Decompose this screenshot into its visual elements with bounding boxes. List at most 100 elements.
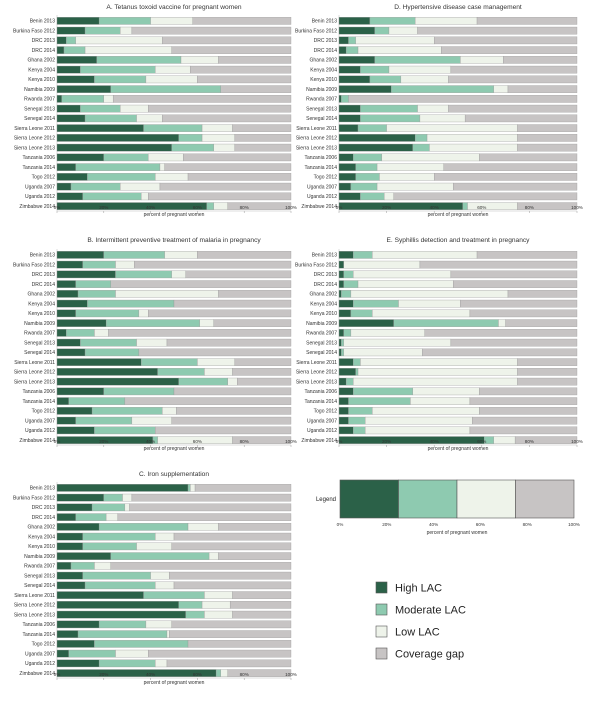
bar-segment-gap	[171, 542, 292, 551]
bar-segment-moderate	[355, 368, 359, 376]
bar-segment-gap	[517, 124, 578, 132]
x-tick-label: 40%	[146, 205, 155, 210]
legend-chart-label: Legend	[316, 497, 336, 503]
bar-segment-moderate	[94, 75, 147, 84]
bar-segment-low	[120, 104, 149, 113]
x-tick-label: 100%	[571, 205, 583, 210]
category-label: Kenya 2004	[28, 534, 55, 540]
bar-segment-moderate	[187, 484, 191, 492]
panel-c-iron: C. Iron supplementation Benin 2013 Burkina…	[13, 471, 297, 686]
bar-segment-moderate	[350, 182, 378, 191]
category-label: Uganda 2007	[307, 418, 337, 424]
category-label: Sierra Leone 2012	[14, 136, 55, 142]
category-label: Senegal 2013	[24, 340, 55, 346]
bar-segment-gap	[234, 134, 292, 142]
bar-segment-high	[56, 552, 111, 560]
category-label: Tanzania 2006	[304, 389, 337, 395]
category-label: Namibia 2009	[306, 87, 337, 93]
category-label: Kenya 2010	[28, 311, 55, 317]
bar-segment-moderate	[341, 95, 349, 103]
bar-segment-gap	[417, 26, 578, 35]
category-label: Tanzania 2006	[22, 155, 55, 161]
bar-segment-low	[493, 436, 516, 444]
bar-segment-low	[467, 202, 518, 210]
bar-segment-high	[56, 46, 65, 54]
bar-segment-moderate	[68, 397, 126, 405]
bar-segment-low	[115, 260, 135, 269]
bar-segment-low	[201, 124, 233, 132]
panel-b-malaria-xlabel: percent of pregnant women	[144, 446, 205, 452]
bar-segment-gap	[232, 436, 292, 444]
bar-segment-high	[338, 338, 342, 347]
bar-segment-moderate	[103, 387, 175, 396]
category-label: Rwanda 2007	[24, 564, 55, 570]
category-label: Tanzania 2006	[304, 155, 337, 161]
bar-segment-high	[56, 484, 189, 492]
bar-segment-low	[187, 523, 219, 531]
bar-segment-gap	[192, 17, 292, 25]
bar-segment-moderate	[94, 640, 189, 648]
bar-segment-high	[338, 153, 354, 162]
category-label: Uganda 2012	[25, 194, 55, 200]
bar-segment-moderate	[353, 153, 383, 162]
bar-segment-moderate	[412, 143, 430, 152]
category-label: DRC 2013	[32, 272, 56, 278]
bar-segment-gap	[479, 407, 578, 415]
bar-segment-gap	[393, 192, 578, 201]
key-swatch-gap	[375, 647, 388, 660]
bar-segment-moderate	[82, 192, 142, 201]
bar-segment-moderate	[348, 416, 366, 425]
bar-segment-gap	[176, 407, 292, 415]
bar-segment-low	[75, 36, 163, 45]
bar-segment-moderate	[70, 182, 121, 191]
bar-segment-moderate	[348, 407, 373, 415]
x-tick-label: 0%	[336, 205, 343, 210]
bar-segment-gap	[517, 202, 578, 210]
bar-segment-low	[350, 329, 425, 337]
bar-segment-high	[56, 591, 144, 599]
bar-segment-low	[159, 163, 165, 171]
bar-segment-gap	[227, 202, 292, 210]
bar-segment-high	[338, 124, 359, 132]
bar-segment-moderate	[82, 260, 116, 269]
bar-segment-moderate	[345, 46, 359, 54]
bar-segment-moderate	[353, 426, 366, 435]
bar-segment-gap	[169, 630, 292, 638]
key-label: High LAC	[395, 583, 442, 595]
bar-segment-moderate	[68, 649, 116, 658]
bar-segment-gap	[197, 251, 292, 259]
legend-x-tick-label: 0%	[337, 522, 344, 527]
bar-segment-low	[419, 114, 466, 123]
bar-segment-gap	[517, 134, 578, 142]
x-tick-label: 80%	[525, 205, 534, 210]
bar-segment-high	[56, 542, 83, 551]
bar-segment-high	[56, 513, 76, 521]
bar-segment-gap	[448, 75, 578, 84]
bar-segment-low	[94, 562, 111, 570]
category-label: DRC 2014	[314, 48, 338, 54]
bar-segment-high	[56, 104, 81, 113]
bar-segment-high	[338, 114, 361, 123]
bar-segment-gap	[197, 75, 292, 84]
bar-segment-low	[115, 649, 149, 658]
key-label: Low LAC	[395, 627, 440, 639]
bar-segment-low	[190, 484, 196, 492]
bar-segment-low	[197, 358, 236, 366]
bar-segment-high	[56, 503, 93, 512]
bar-segment-low	[141, 192, 149, 201]
category-label: Senegal 2013	[24, 573, 55, 579]
bar-segment-low	[213, 202, 228, 210]
bar-segment-high	[338, 329, 344, 337]
bar-segment-moderate	[360, 192, 385, 201]
bar-segment-high	[56, 299, 88, 308]
bar-segment-high	[56, 532, 83, 541]
bar-segment-high	[338, 85, 392, 93]
bar-segment-high	[338, 182, 352, 191]
bar-segment-moderate	[374, 56, 461, 64]
bar-segment-high	[56, 153, 104, 162]
bar-segment-gap	[162, 114, 292, 123]
category-label: Uganda 2012	[307, 194, 337, 200]
category-label: Namibia 2009	[306, 321, 337, 327]
bar-segment-high	[338, 56, 375, 64]
